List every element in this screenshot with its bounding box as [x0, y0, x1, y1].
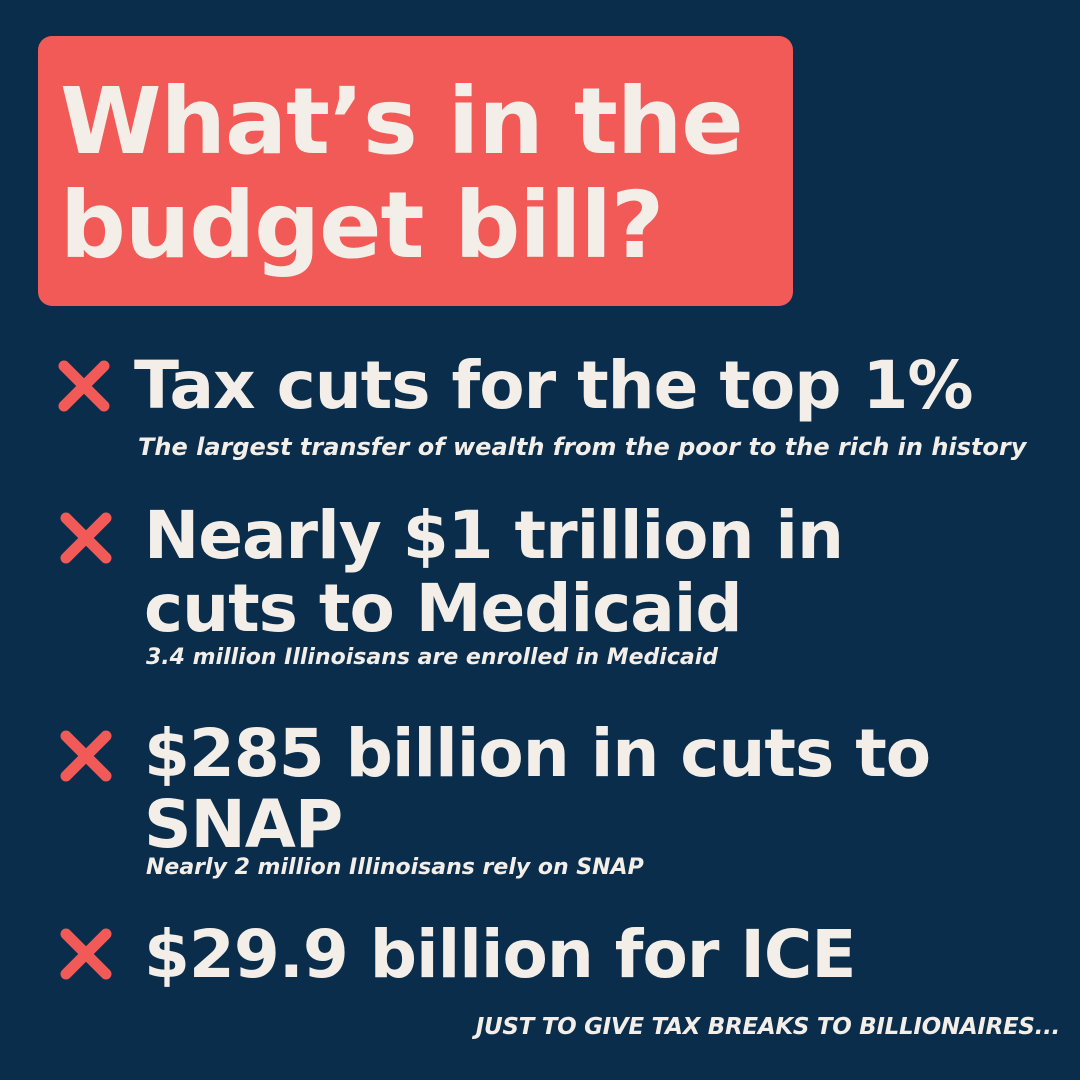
title-line-2: budget bill? — [60, 172, 664, 279]
item-subtext: The largest transfer of wealth from the … — [138, 433, 1027, 461]
item-headline: Nearly $1 trillion in — [144, 497, 844, 574]
title-line-1: What’s in the — [60, 68, 744, 175]
item-headline: cuts to Medicaid — [144, 570, 743, 647]
item-subtext: Nearly 2 million Illinoisans rely on SNA… — [146, 855, 644, 880]
item-headline: Tax cuts for the top 1% — [134, 347, 974, 424]
item-subtext: 3.4 million Illinoisans are enrolled in … — [146, 645, 719, 670]
item-headline: $285 billion in cuts to — [144, 715, 931, 792]
item-headline: SNAP — [144, 786, 343, 863]
x-mark-icon — [58, 728, 114, 784]
footer-tagline: JUST TO GIVE TAX BREAKS TO BILLIONAIRES.… — [475, 1014, 1061, 1040]
x-mark-icon — [58, 926, 114, 982]
title-banner: What’s in the budget bill? — [38, 36, 793, 306]
item-headline: $29.9 billion for ICE — [144, 916, 856, 993]
x-mark-icon — [56, 358, 112, 414]
x-mark-icon — [58, 510, 114, 566]
